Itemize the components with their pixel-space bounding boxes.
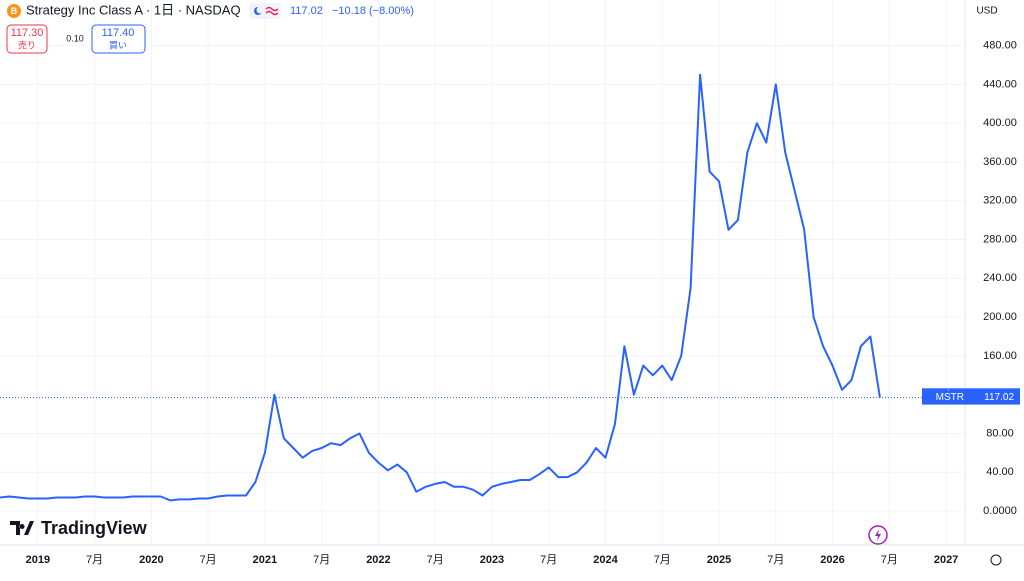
moon-icon-cut xyxy=(256,6,264,14)
y-tick-label: 200.00 xyxy=(983,311,1017,323)
x-tick-label: 2023 xyxy=(480,554,504,566)
spread: 0.10 xyxy=(66,33,84,43)
buy-button[interactable] xyxy=(91,24,146,54)
x-tick-label: 7月 xyxy=(86,554,103,566)
x-tick-label: 7月 xyxy=(881,554,898,566)
x-tick-label: 7月 xyxy=(200,554,217,566)
y-tick-label: 360.00 xyxy=(983,156,1017,168)
buy-price: 117.40 xyxy=(102,27,135,39)
x-tick-label: 2027 xyxy=(934,554,958,566)
lightning-icon xyxy=(875,529,881,541)
x-tick-label: 7月 xyxy=(540,554,557,566)
price-line xyxy=(0,73,881,502)
approx-icon xyxy=(265,6,279,16)
y-tick-label: 0.0000 xyxy=(983,505,1017,517)
last-price: 117.02 xyxy=(290,5,323,17)
x-tick-label: 7月 xyxy=(427,554,444,566)
y-tick-label: 280.00 xyxy=(983,233,1017,245)
price-change: −10.18 (−8.00%) xyxy=(332,5,414,17)
last-price-label: 117.02 xyxy=(984,392,1014,403)
x-tick-label: 2024 xyxy=(593,554,618,566)
x-tick-label: 2019 xyxy=(26,554,50,566)
x-tick-label: 2020 xyxy=(139,554,163,566)
x-tick-label: 2021 xyxy=(253,554,277,566)
y-tick-label: 320.00 xyxy=(983,195,1017,207)
y-tick-label: 240.00 xyxy=(983,272,1017,284)
sell-price: 117.30 xyxy=(11,27,44,39)
series-name: MSTR xyxy=(936,392,964,403)
x-tick-label: 7月 xyxy=(654,554,671,566)
brand-logo xyxy=(10,521,34,535)
y-tick-label: 40.00 xyxy=(986,466,1014,478)
symbol-icon-letter: B xyxy=(11,6,18,16)
status-icons[interactable] xyxy=(249,3,281,19)
y-tick-label: 440.00 xyxy=(983,78,1017,90)
symbol-icon xyxy=(7,4,21,18)
plot xyxy=(0,0,965,545)
y-tick-label: 400.00 xyxy=(983,117,1017,129)
y-tick-label: 160.00 xyxy=(983,350,1017,362)
last-price-label-bg xyxy=(922,390,1020,405)
x-tick-label: 7月 xyxy=(767,554,784,566)
sell-button[interactable] xyxy=(6,24,48,54)
price-axis-bg xyxy=(965,0,1024,576)
x-tick-label: 2022 xyxy=(366,554,390,566)
y-tick-label: 80.00 xyxy=(986,427,1014,439)
buy-label: 買い xyxy=(109,40,127,50)
x-tick-label: 2025 xyxy=(707,554,731,566)
symbol-title: Strategy Inc Class A · 1日 · NASDAQ xyxy=(26,2,241,17)
x-tick-label: 2026 xyxy=(820,554,844,566)
x-tick-label: 7月 xyxy=(313,554,330,566)
brand-name: TradingView xyxy=(41,518,148,538)
settings-icon[interactable] xyxy=(990,554,1002,566)
sell-label: 売り xyxy=(18,39,36,50)
currency[interactable]: USD xyxy=(976,6,997,17)
y-tick-label: 480.00 xyxy=(983,39,1017,51)
